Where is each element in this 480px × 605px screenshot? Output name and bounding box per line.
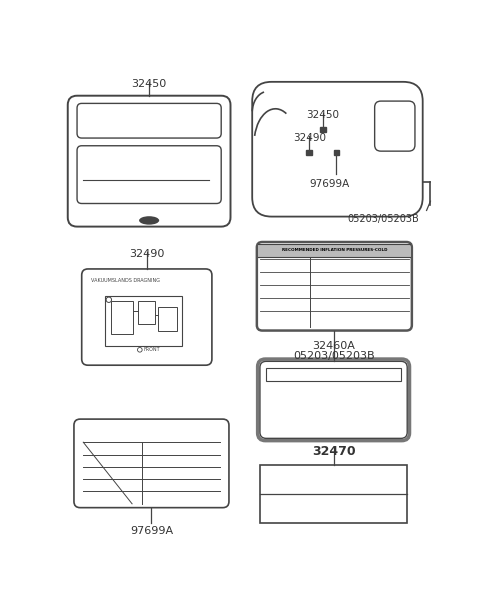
Text: 32490: 32490 — [293, 132, 325, 143]
Text: VAKUUMSLANDS DRAGNING: VAKUUMSLANDS DRAGNING — [91, 278, 160, 283]
Bar — [306, 149, 312, 155]
Text: 05203/05203B: 05203/05203B — [294, 350, 375, 361]
Text: RECOMMENDED INFLATION PRESSURES-COLD: RECOMMENDED INFLATION PRESSURES-COLD — [282, 248, 387, 252]
Bar — [105, 296, 182, 346]
Bar — [111, 301, 133, 333]
Bar — [266, 367, 401, 381]
Text: 32490: 32490 — [129, 249, 165, 259]
Text: 32470: 32470 — [312, 445, 355, 458]
Text: 32450: 32450 — [132, 79, 167, 89]
Bar — [321, 126, 326, 132]
Bar — [157, 307, 177, 330]
Text: 32450: 32450 — [307, 110, 340, 120]
Bar — [334, 149, 339, 155]
Bar — [258, 244, 410, 257]
Text: 97699A: 97699A — [310, 179, 350, 189]
Text: 32460A: 32460A — [312, 341, 355, 352]
Bar — [260, 465, 407, 523]
Text: FRONT: FRONT — [144, 347, 160, 352]
Bar — [137, 301, 155, 324]
Text: 05203/05203B: 05203/05203B — [347, 214, 419, 224]
Text: 97699A: 97699A — [130, 526, 173, 536]
Ellipse shape — [139, 216, 159, 224]
